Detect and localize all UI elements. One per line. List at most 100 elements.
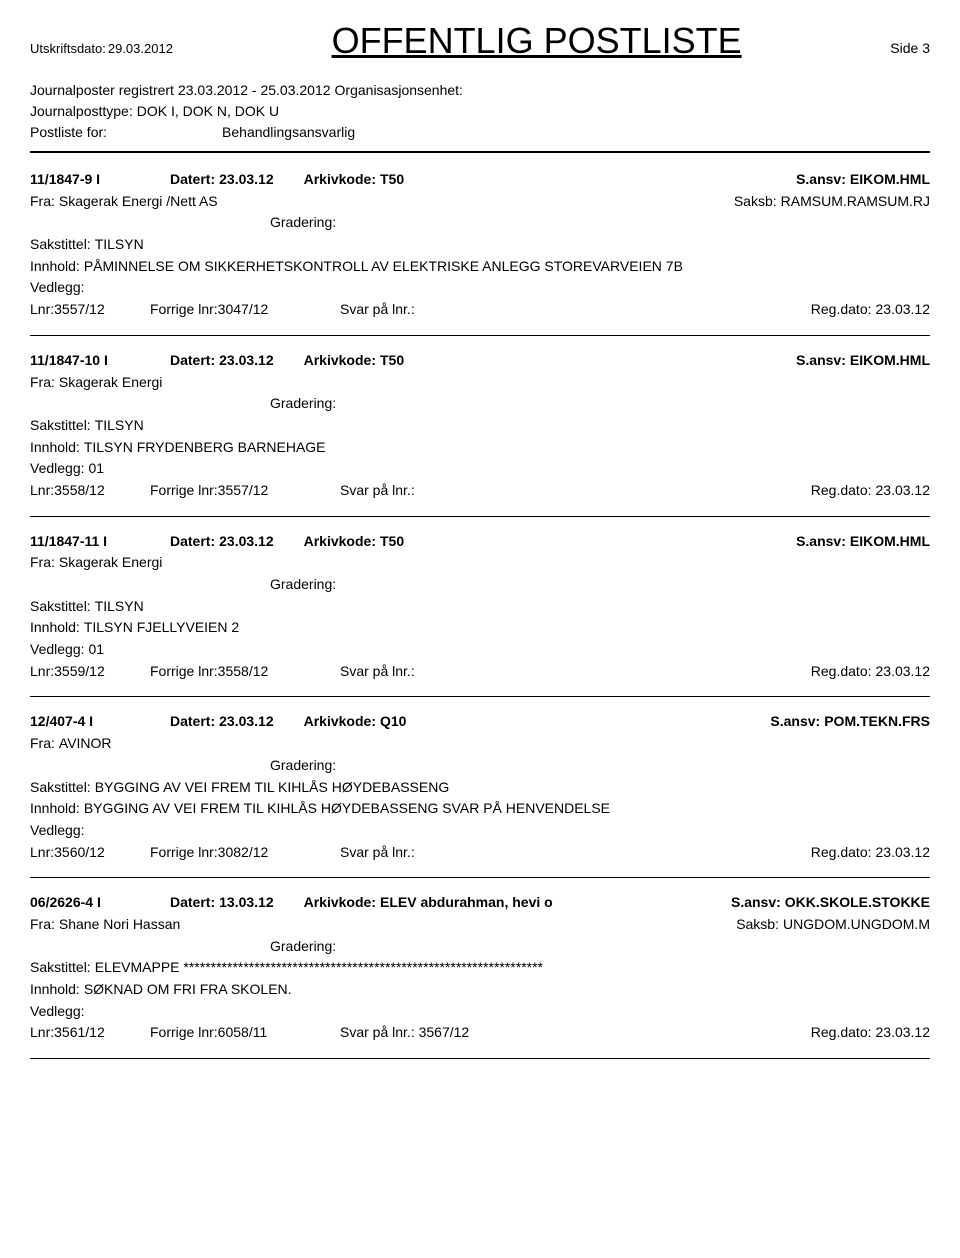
- datert-label: Datert:: [170, 531, 215, 553]
- entry-divider: [30, 335, 930, 336]
- innhold-label: Innhold:: [30, 437, 80, 459]
- saksb-label: Saksb:: [736, 914, 779, 936]
- saksb-label: Saksb:: [734, 191, 777, 213]
- entry-id: 11/1847-11 I: [30, 531, 170, 553]
- sakstittel-value: ELEVMAPPE ******************************…: [95, 957, 543, 979]
- sansv-value: POM.TEKN.FRS: [824, 711, 930, 733]
- svar-lnr: Svar på lnr.:: [340, 661, 811, 683]
- fra-value: Skagerak Energi: [59, 372, 163, 394]
- sakstittel-label: Sakstittel:: [30, 415, 91, 437]
- regdato-label: Reg.dato:: [811, 299, 872, 321]
- saksb-value: RAMSUM.RAMSUM.RJ: [781, 191, 930, 213]
- sakstittel-label: Sakstittel:: [30, 234, 91, 256]
- postliste-value: Behandlingsansvarlig: [222, 122, 355, 143]
- sansv-label: S.ansv:: [796, 531, 846, 553]
- regdato-label: Reg.dato:: [811, 842, 872, 864]
- header-divider: [30, 151, 930, 153]
- fra-label: Fra:: [30, 372, 55, 394]
- journal-entry: 12/407-4 I Datert: 23.03.12 Arkivkode: Q…: [30, 711, 930, 863]
- sansv-value: EIKOM.HML: [850, 531, 930, 553]
- gradering-label: Gradering:: [270, 212, 336, 234]
- entry-divider: [30, 696, 930, 697]
- datert-value: 23.03.12: [219, 711, 274, 733]
- forrige-lnr: Forrige lnr:3557/12: [150, 480, 340, 502]
- datert-label: Datert:: [170, 169, 215, 191]
- lnr: Lnr:3559/12: [30, 661, 150, 683]
- svar-lnr: Svar på lnr.: 3567/12: [340, 1022, 811, 1044]
- innhold-label: Innhold:: [30, 798, 80, 820]
- lnr: Lnr:3557/12: [30, 299, 150, 321]
- regdato-value: 23.03.12: [876, 480, 931, 502]
- fra-value: Skagerak Energi /Nett AS: [59, 191, 218, 213]
- entry-id: 11/1847-9 I: [30, 169, 170, 191]
- fra-value: Skagerak Energi: [59, 552, 163, 574]
- print-date-label: Utskriftsdato:: [30, 41, 106, 56]
- arkivkode-label: Arkivkode:: [304, 892, 376, 914]
- arkivkode-label: Arkivkode:: [304, 531, 376, 553]
- regdato-value: 23.03.12: [876, 842, 931, 864]
- svar-lnr: Svar på lnr.:: [340, 299, 811, 321]
- page-header: Utskriftsdato: 29.03.2012 OFFENTLIG POST…: [30, 20, 930, 62]
- meta-block: Journalposter registrert 23.03.2012 - 25…: [30, 80, 930, 143]
- innhold-value: SØKNAD OM FRI FRA SKOLEN.: [84, 979, 292, 1001]
- sansv-label: S.ansv:: [770, 711, 820, 733]
- sakstittel-value: TILSYN: [95, 415, 144, 437]
- page-number: Side 3: [890, 40, 930, 56]
- datert-label: Datert:: [170, 711, 215, 733]
- vedlegg-value: 01: [89, 458, 105, 480]
- entry-divider: [30, 516, 930, 517]
- datert-value: 23.03.12: [219, 350, 274, 372]
- datert-label: Datert:: [170, 350, 215, 372]
- sakstittel-label: Sakstittel:: [30, 596, 91, 618]
- journal-entry: 11/1847-10 I Datert: 23.03.12 Arkivkode:…: [30, 350, 930, 502]
- fra-label: Fra:: [30, 552, 55, 574]
- innhold-label: Innhold:: [30, 979, 80, 1001]
- page-label: Side: [890, 40, 918, 56]
- page-num-value: 3: [922, 40, 930, 56]
- arkivkode-label: Arkivkode:: [304, 350, 376, 372]
- registered-range: 23.03.2012 - 25.03.2012: [178, 80, 331, 101]
- forrige-lnr: Forrige lnr:3558/12: [150, 661, 340, 683]
- entry-id: 11/1847-10 I: [30, 350, 170, 372]
- main-title: OFFENTLIG POSTLISTE: [183, 20, 890, 62]
- vedlegg-label: Vedlegg:: [30, 1001, 85, 1023]
- arkivkode-label: Arkivkode:: [304, 169, 376, 191]
- lnr: Lnr:3558/12: [30, 480, 150, 502]
- vedlegg-label: Vedlegg:: [30, 277, 85, 299]
- entry-divider: [30, 1058, 930, 1059]
- regdato-label: Reg.dato:: [811, 661, 872, 683]
- entry-divider: [30, 877, 930, 878]
- sakstittel-label: Sakstittel:: [30, 777, 91, 799]
- svar-lnr: Svar på lnr.:: [340, 842, 811, 864]
- sakstittel-value: TILSYN: [95, 234, 144, 256]
- vedlegg-label: Vedlegg:: [30, 820, 85, 842]
- saksb-value: UNGDOM.UNGDOM.M: [783, 914, 930, 936]
- arkivkode-value: T50: [380, 350, 404, 372]
- sansv-value: OKK.SKOLE.STOKKE: [785, 892, 930, 914]
- arkivkode-label: Arkivkode:: [304, 711, 376, 733]
- gradering-label: Gradering:: [270, 755, 336, 777]
- arkivkode-value: T50: [380, 531, 404, 553]
- fra-value: Shane Nori Hassan: [59, 914, 180, 936]
- fra-label: Fra:: [30, 914, 55, 936]
- posttype-value: DOK I, DOK N, DOK U: [137, 101, 279, 122]
- regdato-value: 23.03.12: [876, 1022, 931, 1044]
- regdato-label: Reg.dato:: [811, 480, 872, 502]
- innhold-label: Innhold:: [30, 256, 80, 278]
- vedlegg-label: Vedlegg:: [30, 639, 85, 661]
- regdato-label: Reg.dato:: [811, 1022, 872, 1044]
- arkivkode-value: Q10: [380, 711, 406, 733]
- innhold-value: BYGGING AV VEI FREM TIL KIHLÅS HØYDEBASS…: [84, 798, 610, 820]
- print-date-value: 29.03.2012: [108, 41, 173, 56]
- sansv-label: S.ansv:: [796, 350, 846, 372]
- forrige-lnr: Forrige lnr:3047/12: [150, 299, 340, 321]
- forrige-lnr: Forrige lnr:3082/12: [150, 842, 340, 864]
- fra-label: Fra:: [30, 733, 55, 755]
- entry-id: 12/407-4 I: [30, 711, 170, 733]
- fra-label: Fra:: [30, 191, 55, 213]
- gradering-label: Gradering:: [270, 393, 336, 415]
- sansv-label: S.ansv:: [796, 169, 846, 191]
- datert-label: Datert:: [170, 892, 215, 914]
- datert-value: 23.03.12: [219, 531, 274, 553]
- entry-id: 06/2626-4 I: [30, 892, 170, 914]
